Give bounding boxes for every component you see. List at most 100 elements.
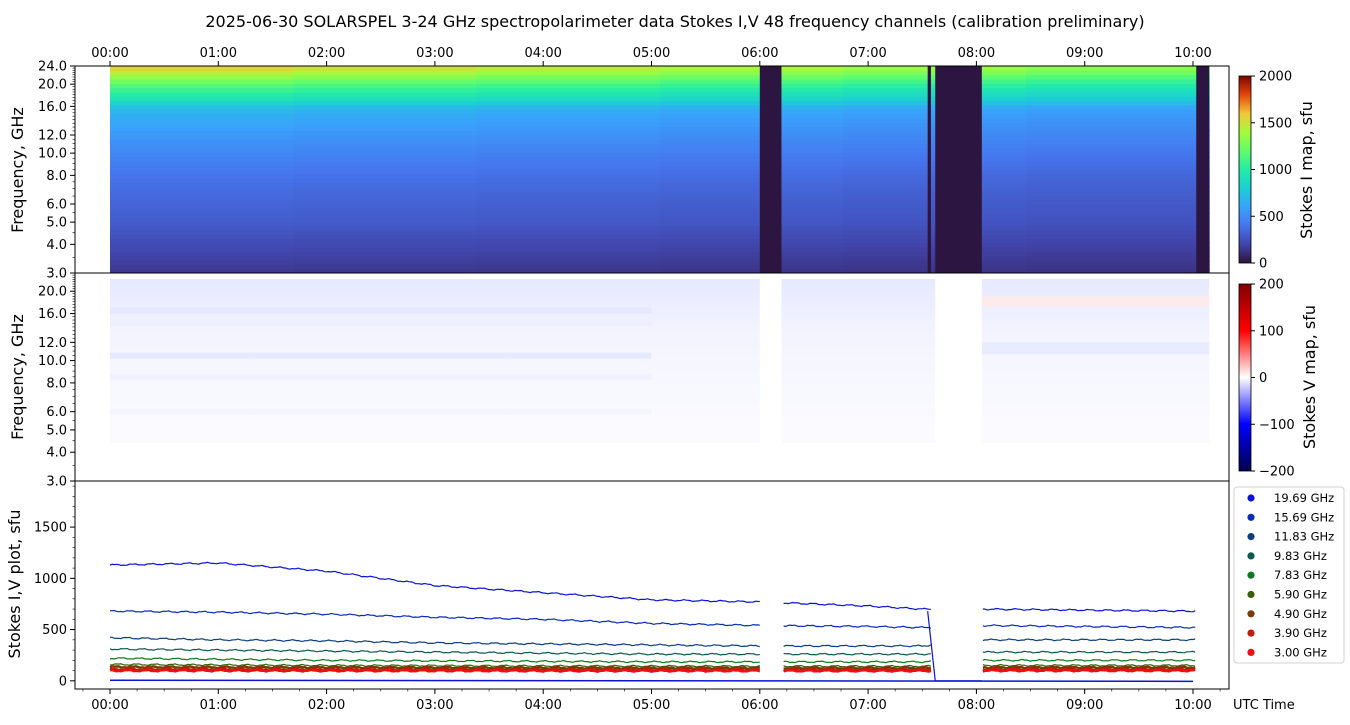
stokes-i-cell — [842, 126, 1027, 132]
stokes-i-cell — [1026, 78, 1210, 84]
stokes-i-cell — [842, 122, 1027, 127]
stokes-i-cell — [1026, 255, 1210, 261]
stokes-v-ytick-label: 20.0 — [38, 285, 67, 300]
xtick-label: 08:00 — [958, 698, 995, 713]
stokes-i-cell — [842, 199, 1027, 205]
stokes-i-cell — [293, 178, 477, 184]
stokes-i-cell — [476, 152, 661, 158]
stokes-i-cell — [110, 255, 294, 261]
stokes-i-cell — [293, 268, 477, 274]
legend-label: 7.83 GHz — [1274, 568, 1327, 582]
stokes-i-cell — [842, 66, 1027, 71]
stokes-i-ytick-label: 12.0 — [38, 129, 67, 144]
stokes-v-gap — [935, 274, 982, 480]
legend-marker — [1247, 648, 1255, 657]
cb1-tick-label: 500 — [1259, 210, 1284, 225]
stokes-i-cell — [293, 104, 477, 110]
stokes-i-cell — [293, 165, 477, 171]
stokes-i-cell — [1026, 74, 1210, 80]
top-xtick-label: 04:00 — [524, 46, 561, 61]
stokes-i-cell — [476, 178, 661, 184]
stokes-i-cell — [842, 234, 1027, 240]
stokes-i-cell — [659, 143, 844, 149]
stokes-i-cell — [1026, 156, 1210, 162]
stokes-i-cell — [842, 268, 1027, 274]
stokes-iv-line-panel: 0 500 1000 1500 00:00 01:00 02:00 03:00 04:00 05:… — [34, 480, 1230, 713]
stokes-i-cell — [1026, 212, 1210, 218]
top-xtick-label: 07:00 — [849, 46, 886, 61]
stokes-i-cell — [110, 135, 294, 140]
stokes-i-cell — [659, 221, 844, 227]
stokes-i-cell — [842, 255, 1027, 261]
stokes-i-cell — [659, 264, 844, 270]
stokes-i-cell — [293, 113, 477, 119]
stokes-i-cell — [293, 169, 477, 175]
stokes-i-cell — [842, 113, 1027, 119]
stokes-i-cell — [842, 182, 1027, 188]
stokes-i-cell — [659, 160, 844, 166]
stokes-v-ytick-label: 5.0 — [46, 423, 67, 438]
legend-marker — [1247, 571, 1255, 579]
stokes-i-cell — [1026, 143, 1210, 149]
stokes-i-cell — [1026, 104, 1210, 110]
stokes-i-cell — [110, 268, 294, 274]
stokes-i-cell — [1026, 147, 1210, 153]
stokes-i-cell — [293, 238, 477, 244]
xtick-label: 10:00 — [1174, 698, 1211, 713]
stokes-i-cell — [293, 152, 477, 158]
stokes-i-cell — [476, 113, 661, 119]
xtick-label: 00:00 — [91, 698, 128, 713]
stokes-i-cell — [659, 156, 844, 162]
stokes-i-cell — [293, 109, 477, 115]
stokes-i-cell — [1026, 178, 1210, 184]
stokes-i-cell — [1026, 165, 1210, 171]
stokes-i-cell — [293, 225, 477, 231]
stokes-i-cell — [842, 100, 1027, 106]
top-xtick-label: 09:00 — [1066, 46, 1103, 61]
gap-transition — [927, 611, 982, 682]
stokes-i-cell — [1026, 130, 1210, 136]
stokes-i-cell — [842, 78, 1027, 84]
stokes-i-cell — [842, 165, 1027, 171]
stokes-i-cell — [842, 70, 1027, 76]
stokes-i-cell — [293, 66, 477, 71]
stokes-i-cell — [1026, 242, 1210, 248]
stokes-i-ylabel: Frequency, GHz — [8, 107, 27, 233]
stokes-i-cell — [659, 152, 844, 158]
stokes-i-cell — [110, 169, 294, 175]
stokes-i-cell — [110, 126, 294, 132]
cb2-tick-label: 200 — [1259, 278, 1284, 293]
stokes-i-cell — [476, 251, 661, 257]
stokes-i-cell — [476, 229, 661, 235]
stokes-iv-ytick-label: 500 — [42, 623, 67, 638]
stokes-i-cell — [476, 169, 661, 175]
stokes-v-ytick-label: 12.0 — [38, 336, 67, 351]
stokes-i-cell — [293, 264, 477, 270]
stokes-i-cell — [842, 117, 1027, 123]
stokes-i-cell — [659, 242, 844, 248]
stokes-i-cell — [1026, 126, 1210, 132]
stokes-i-heatmap — [110, 66, 1210, 274]
stokes-i-cell — [476, 104, 661, 110]
legend-marker — [1247, 590, 1255, 599]
stokes-i-cell — [293, 139, 477, 145]
stokes-i-ytick-label: 16.0 — [38, 100, 67, 115]
stokes-i-cell — [110, 264, 294, 270]
stokes-i-cell — [842, 83, 1027, 89]
stokes-i-cell — [476, 109, 661, 115]
stokes-v-ylabel: Frequency, GHz — [8, 314, 27, 440]
stokes-i-cell — [293, 96, 477, 102]
stokes-i-cell — [659, 66, 844, 71]
stokes-i-gap — [927, 66, 931, 273]
stokes-i-cell — [659, 87, 844, 93]
stokes-v-gap — [759, 274, 782, 480]
stokes-i-cell — [659, 169, 844, 175]
stokes-i-cell — [293, 234, 477, 240]
series-line-19-69-GHz — [109, 561, 1196, 613]
stokes-i-cell — [110, 83, 294, 89]
stokes-i-cell — [1026, 169, 1210, 175]
stokes-i-cell — [1026, 251, 1210, 257]
stokes-i-cell — [1026, 204, 1210, 209]
stokes-i-cell — [659, 78, 844, 84]
stokes-i-cell — [293, 242, 477, 248]
